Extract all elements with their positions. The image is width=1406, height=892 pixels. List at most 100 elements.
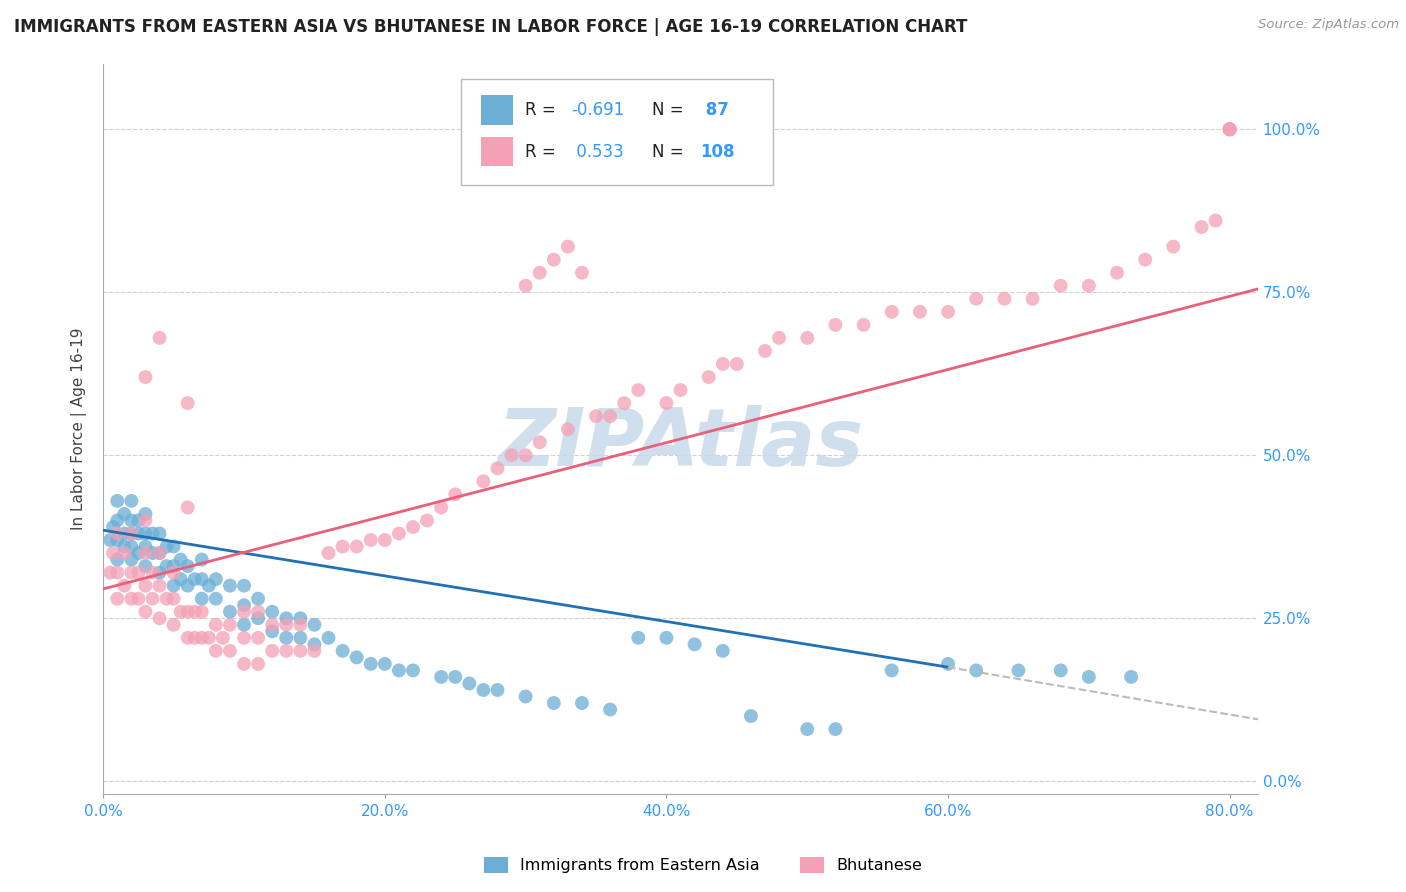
Point (402, 664, 425, 678)
Point (247, 631, 270, 645)
Point (1021, 292, 1043, 306)
Point (1077, 278, 1099, 293)
Point (176, 631, 198, 645)
Point (304, 617, 326, 632)
Y-axis label: In Labor Force | Age 16-19: In Labor Force | Age 16-19 (72, 328, 87, 531)
Text: -0.691: -0.691 (571, 101, 624, 119)
Point (529, 435, 551, 450)
Point (993, 292, 1015, 306)
Point (655, 631, 678, 645)
Text: Source: ZipAtlas.com: Source: ZipAtlas.com (1258, 18, 1399, 31)
Bar (481, 137, 513, 166)
Point (191, 605, 214, 619)
Point (1163, 239, 1185, 253)
Point (290, 631, 312, 645)
Point (1205, 213, 1227, 227)
Point (184, 605, 207, 619)
Point (852, 318, 875, 332)
Point (120, 552, 142, 566)
Point (543, 252, 565, 267)
Point (162, 540, 184, 554)
Point (105, 526, 128, 541)
Point (148, 546, 170, 560)
Point (176, 500, 198, 515)
Point (162, 617, 184, 632)
Point (112, 579, 135, 593)
Point (262, 624, 284, 639)
Point (276, 631, 298, 645)
Point (176, 579, 198, 593)
Text: IMMIGRANTS FROM EASTERN ASIA VS BHUTANESE IN LABOR FORCE | AGE 16-19 CORRELATION: IMMIGRANTS FROM EASTERN ASIA VS BHUTANES… (14, 18, 967, 36)
Point (332, 644, 354, 658)
Point (155, 559, 177, 574)
Point (219, 605, 242, 619)
Point (1077, 670, 1099, 684)
Point (768, 331, 790, 345)
Point (627, 383, 650, 397)
Point (134, 370, 156, 384)
Point (1219, 122, 1241, 136)
Point (711, 357, 734, 371)
Point (669, 383, 692, 397)
Point (529, 266, 551, 280)
Point (120, 526, 142, 541)
Point (1119, 670, 1142, 684)
Point (908, 305, 931, 319)
Point (176, 396, 198, 410)
Point (127, 546, 149, 560)
Point (360, 657, 382, 671)
Point (198, 631, 221, 645)
Point (1135, 252, 1157, 267)
Point (105, 533, 128, 547)
Point (711, 644, 734, 658)
Text: R =: R = (524, 101, 561, 119)
Point (247, 657, 270, 671)
Point (191, 631, 214, 645)
Point (184, 572, 207, 586)
Point (824, 722, 846, 736)
Point (1219, 122, 1241, 136)
Point (134, 559, 156, 574)
Point (120, 566, 142, 580)
Point (105, 552, 128, 566)
Point (141, 591, 163, 606)
Point (1105, 266, 1128, 280)
Point (198, 579, 221, 593)
Point (1049, 278, 1071, 293)
Text: ZIPAtlas: ZIPAtlas (498, 405, 863, 483)
Point (169, 572, 191, 586)
Point (101, 546, 124, 560)
Point (543, 696, 565, 710)
Point (444, 670, 467, 684)
Point (332, 540, 354, 554)
Point (1049, 664, 1071, 678)
Point (486, 683, 509, 698)
Point (599, 702, 621, 716)
Point (98, 566, 121, 580)
Point (1219, 122, 1241, 136)
Point (571, 266, 593, 280)
Point (486, 461, 509, 475)
Point (112, 526, 135, 541)
Point (169, 552, 191, 566)
Point (127, 591, 149, 606)
Point (346, 650, 368, 665)
Point (346, 540, 368, 554)
Text: 87: 87 (700, 101, 730, 119)
Point (219, 644, 242, 658)
Point (585, 409, 607, 424)
Point (262, 644, 284, 658)
Point (613, 396, 636, 410)
Point (148, 611, 170, 625)
Point (162, 559, 184, 574)
Point (304, 637, 326, 651)
Point (233, 605, 256, 619)
Point (169, 605, 191, 619)
Point (571, 696, 593, 710)
Point (127, 526, 149, 541)
Point (233, 617, 256, 632)
Point (134, 546, 156, 560)
Point (430, 670, 453, 684)
Point (127, 566, 149, 580)
Point (148, 526, 170, 541)
